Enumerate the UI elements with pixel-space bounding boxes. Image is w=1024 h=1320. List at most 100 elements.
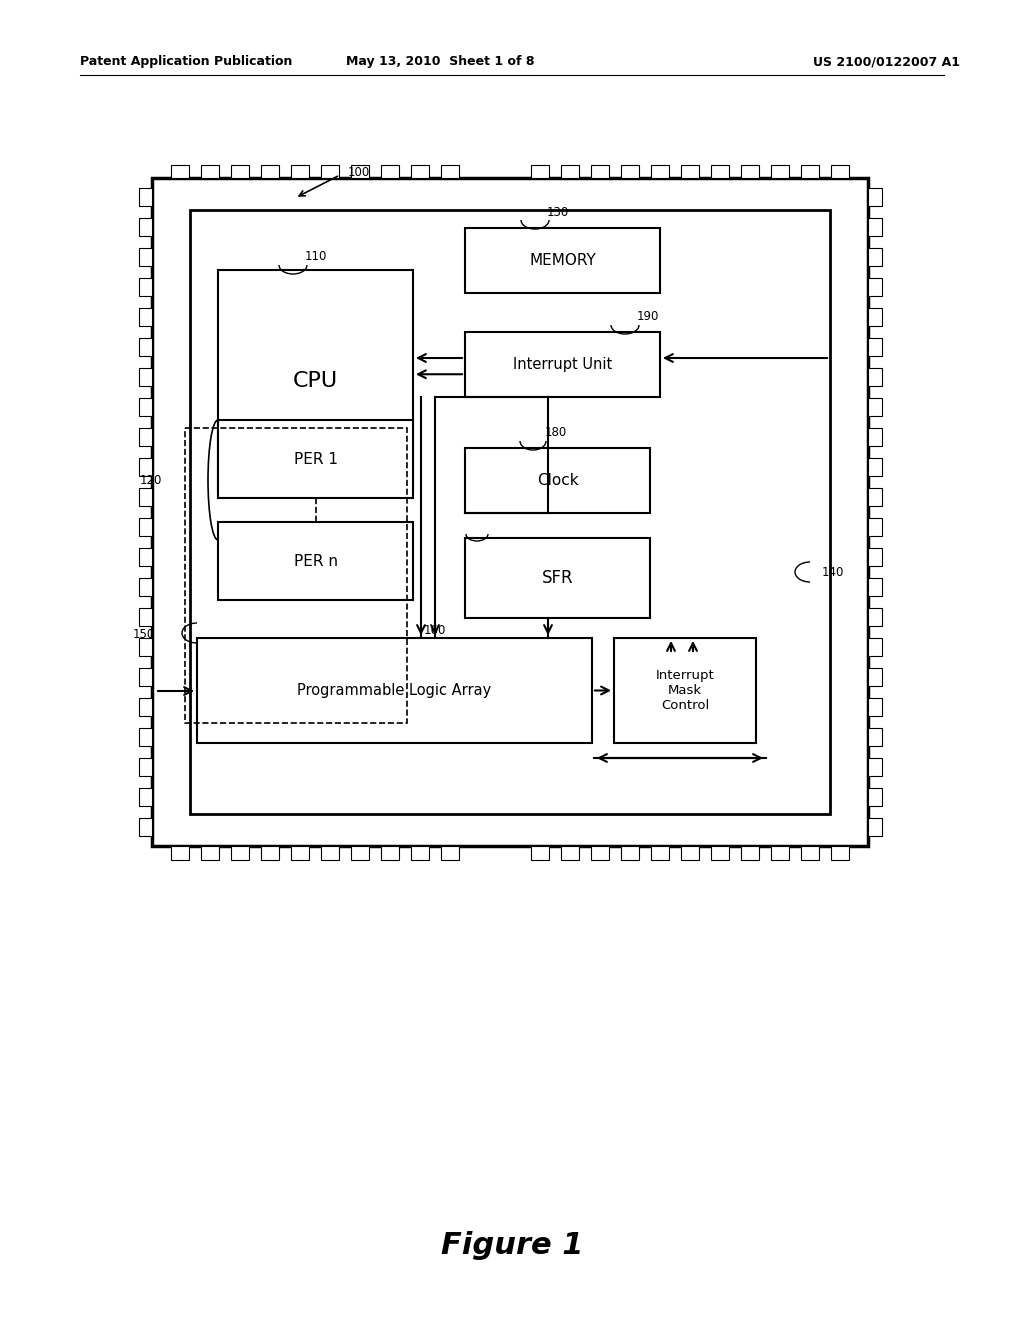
Bar: [138, 338, 152, 356]
Bar: [138, 308, 152, 326]
Bar: [138, 818, 152, 836]
Bar: [138, 488, 152, 506]
Bar: [771, 165, 790, 178]
Text: 180: 180: [545, 426, 567, 440]
Bar: [868, 548, 882, 566]
Bar: [138, 609, 152, 626]
Bar: [868, 578, 882, 597]
Bar: [465, 333, 660, 397]
Bar: [171, 165, 189, 178]
Text: Clock: Clock: [537, 473, 579, 488]
Bar: [868, 638, 882, 656]
Bar: [868, 368, 882, 385]
Bar: [868, 698, 882, 715]
Bar: [138, 517, 152, 536]
Text: Figure 1: Figure 1: [440, 1230, 584, 1259]
Bar: [621, 846, 639, 859]
Bar: [201, 846, 219, 859]
Bar: [138, 368, 152, 385]
Bar: [531, 165, 549, 178]
Bar: [261, 846, 279, 859]
Text: MEMORY: MEMORY: [529, 253, 596, 268]
Bar: [531, 846, 549, 859]
Bar: [868, 818, 882, 836]
Bar: [741, 165, 759, 178]
Text: 150: 150: [133, 628, 155, 642]
Bar: [185, 428, 407, 723]
Text: PER 1: PER 1: [294, 451, 338, 466]
Bar: [868, 428, 882, 446]
Bar: [465, 228, 660, 293]
Bar: [138, 458, 152, 477]
Text: 120: 120: [139, 474, 162, 487]
Bar: [831, 846, 849, 859]
Bar: [868, 668, 882, 686]
Bar: [411, 165, 429, 178]
Bar: [152, 178, 868, 846]
Bar: [465, 539, 650, 618]
Bar: [868, 187, 882, 206]
Bar: [651, 165, 669, 178]
Text: Interrupt Unit: Interrupt Unit: [513, 356, 612, 372]
Bar: [868, 218, 882, 236]
Bar: [868, 488, 882, 506]
Bar: [465, 447, 650, 513]
Bar: [218, 521, 413, 601]
Bar: [411, 846, 429, 859]
Bar: [868, 399, 882, 416]
Text: SFR: SFR: [542, 569, 573, 587]
Bar: [621, 165, 639, 178]
Bar: [138, 729, 152, 746]
Text: CPU: CPU: [293, 371, 338, 391]
Bar: [868, 458, 882, 477]
Bar: [351, 165, 369, 178]
Bar: [138, 279, 152, 296]
Text: 110: 110: [305, 251, 328, 264]
Bar: [868, 279, 882, 296]
Bar: [231, 165, 249, 178]
Bar: [711, 165, 729, 178]
Bar: [681, 846, 699, 859]
Text: 130: 130: [547, 206, 569, 219]
Bar: [561, 165, 579, 178]
Bar: [351, 846, 369, 859]
Bar: [381, 846, 399, 859]
Bar: [138, 578, 152, 597]
Text: PER n: PER n: [294, 553, 338, 569]
Text: 160: 160: [424, 623, 446, 636]
Bar: [261, 165, 279, 178]
Bar: [190, 210, 830, 814]
Bar: [201, 165, 219, 178]
Bar: [868, 609, 882, 626]
Bar: [197, 638, 592, 743]
Bar: [868, 517, 882, 536]
Bar: [138, 698, 152, 715]
Bar: [868, 758, 882, 776]
Text: US 2100/0122007 A1: US 2100/0122007 A1: [813, 55, 961, 69]
Bar: [561, 846, 579, 859]
Bar: [138, 758, 152, 776]
Bar: [291, 165, 309, 178]
Text: Programmable Logic Array: Programmable Logic Array: [297, 682, 492, 698]
Bar: [291, 846, 309, 859]
Bar: [381, 165, 399, 178]
Bar: [591, 846, 609, 859]
Bar: [218, 420, 413, 498]
Bar: [741, 846, 759, 859]
Bar: [321, 165, 339, 178]
Bar: [801, 846, 819, 859]
Bar: [138, 218, 152, 236]
Text: Interrupt
Mask
Control: Interrupt Mask Control: [655, 669, 715, 711]
Bar: [868, 338, 882, 356]
Bar: [868, 788, 882, 807]
Bar: [321, 846, 339, 859]
Text: May 13, 2010  Sheet 1 of 8: May 13, 2010 Sheet 1 of 8: [346, 55, 535, 69]
Bar: [138, 248, 152, 267]
Bar: [614, 638, 756, 743]
Bar: [868, 248, 882, 267]
Bar: [138, 428, 152, 446]
Text: 190: 190: [637, 310, 659, 323]
Bar: [868, 308, 882, 326]
Bar: [591, 165, 609, 178]
Text: Patent Application Publication: Patent Application Publication: [80, 55, 293, 69]
